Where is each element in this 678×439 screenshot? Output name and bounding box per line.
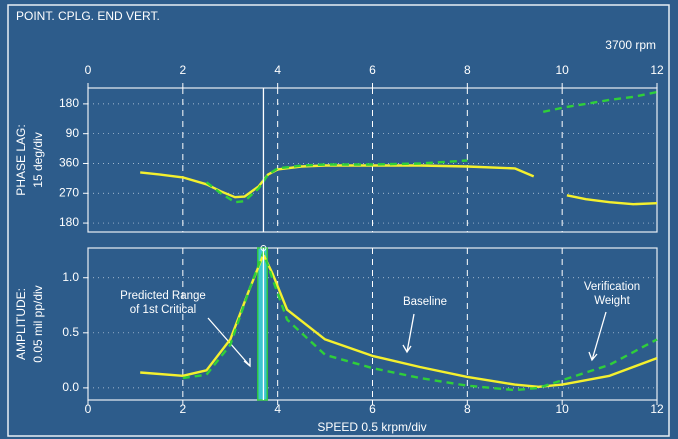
x-tick-label: 12 bbox=[650, 402, 664, 416]
annotation: Weight bbox=[594, 295, 630, 307]
x-tick-label: 4 bbox=[274, 63, 281, 77]
series-line bbox=[205, 90, 658, 204]
series-line bbox=[140, 164, 658, 206]
annotation-arrows bbox=[207, 311, 607, 368]
y-axis-label: 0.05 mil pp/div bbox=[31, 285, 45, 362]
annotation: Predicted Range bbox=[120, 290, 206, 302]
critical-range-band bbox=[257, 247, 268, 401]
arrow bbox=[588, 311, 607, 362]
x-tick-label: 12 bbox=[650, 63, 664, 77]
x-tick-label: 4 bbox=[274, 402, 281, 416]
x-tick-label: 10 bbox=[555, 63, 569, 77]
y-tick-label: 180 bbox=[59, 215, 79, 229]
x-tick-label: 6 bbox=[369, 63, 376, 77]
x-tick-label: 8 bbox=[464, 402, 471, 416]
arrow bbox=[402, 313, 415, 354]
annotation: of 1st Critical bbox=[130, 304, 196, 316]
x-tick-label: 0 bbox=[85, 63, 92, 77]
speed-readout: 3700 rpm bbox=[605, 38, 656, 52]
x-tick-label: 8 bbox=[464, 63, 471, 77]
x-tick-label: 0 bbox=[85, 402, 92, 416]
annotation: Baseline bbox=[403, 296, 447, 308]
x-tick-label: 10 bbox=[555, 402, 569, 416]
x-tick-label: 2 bbox=[179, 402, 186, 416]
y-tick-label: 0.5 bbox=[62, 325, 79, 339]
y-axis-label: 15 deg/div bbox=[31, 132, 45, 187]
x-tick-label: 6 bbox=[369, 402, 376, 416]
x-tick-label: 2 bbox=[179, 63, 186, 77]
chart-title: POINT. CPLG. END VERT. bbox=[16, 9, 160, 23]
y-axis-label: AMPLITUDE: bbox=[14, 288, 28, 360]
annotation: Verification bbox=[584, 281, 640, 293]
y-tick-label: 180 bbox=[59, 96, 79, 110]
x-axis-label: SPEED 0.5 krpm/div bbox=[317, 420, 426, 434]
outer-frame bbox=[7, 4, 670, 437]
y-tick-label: 360 bbox=[59, 156, 79, 170]
cursor-marker bbox=[260, 245, 267, 251]
y-tick-label: 90 bbox=[66, 126, 80, 140]
y-axis-label: PHASE LAG: bbox=[14, 124, 28, 195]
y-tick-label: 1.0 bbox=[62, 270, 79, 284]
y-tick-label: 270 bbox=[59, 185, 79, 199]
y-tick-label: 0.0 bbox=[62, 380, 79, 394]
